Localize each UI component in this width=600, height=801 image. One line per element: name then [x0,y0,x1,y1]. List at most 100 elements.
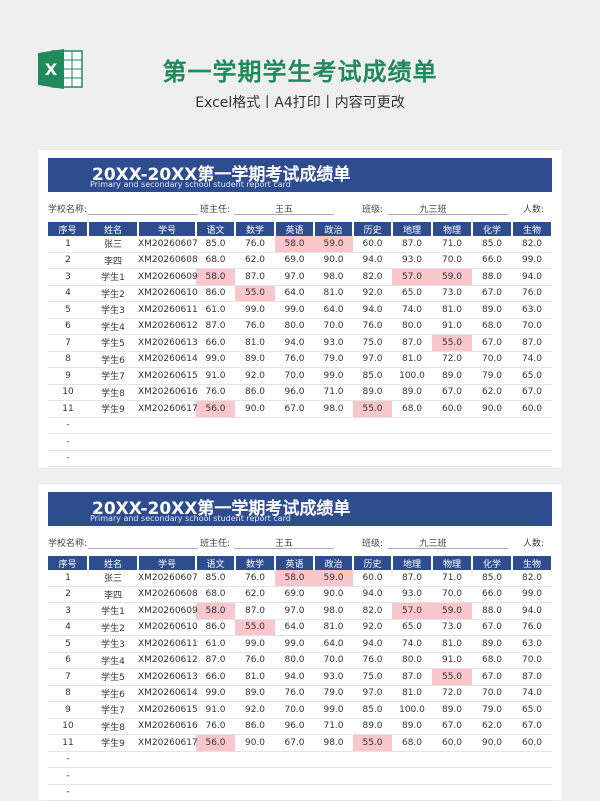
table-cell[interactable]: 89.0 [432,367,472,385]
school-field[interactable] [88,200,198,215]
table-cell[interactable] [196,433,235,451]
table-cell[interactable]: 90.0 [472,400,512,418]
table-cell[interactable]: 76.0 [235,236,275,253]
table-cell[interactable]: 56.0 [196,400,235,418]
table-cell[interactable]: 74.0 [512,685,552,702]
table-cell[interactable]: 81.0 [392,685,432,702]
table-cell[interactable]: 81.0 [235,668,275,686]
table-cell[interactable]: 73.0 [432,285,472,302]
table-cell[interactable]: XM20260615 [138,367,198,385]
table-cell[interactable]: 76.0 [512,285,552,302]
table-cell[interactable] [432,433,472,451]
table-cell[interactable]: 80.0 [392,318,432,335]
table-cell[interactable]: 82.0 [512,570,552,587]
table-cell[interactable]: 63.0 [512,301,552,319]
table-cell[interactable]: 99.0 [314,701,353,719]
table-cell[interactable] [314,784,353,801]
table-cell[interactable]: 87.0 [196,318,235,335]
table-cell[interactable]: 3 [48,602,88,620]
table-cell[interactable]: 99.0 [275,301,314,319]
table-cell[interactable]: 73.0 [432,619,472,636]
table-cell[interactable]: 55.0 [353,400,392,418]
table-cell[interactable]: 李四 [88,586,138,603]
table-cell[interactable]: 8 [48,351,88,368]
table-cell[interactable] [235,450,275,467]
table-cell[interactable]: 88.0 [472,268,512,286]
table-cell[interactable]: 9 [48,701,88,719]
table-cell[interactable]: 61.0 [196,635,235,653]
table-cell[interactable]: 学生4 [88,652,138,669]
table-cell[interactable] [196,417,235,434]
table-cell[interactable]: 97.0 [275,268,314,286]
table-cell[interactable]: 94.0 [353,252,392,269]
table-cell[interactable]: 74.0 [512,351,552,368]
table-cell[interactable]: 99.0 [196,351,235,368]
table-cell[interactable]: 99.0 [512,586,552,603]
table-cell[interactable] [353,450,392,467]
table-cell[interactable] [432,767,472,785]
table-cell[interactable]: 94.0 [353,301,392,319]
table-cell[interactable]: 张三 [88,236,138,253]
table-cell[interactable] [88,417,138,434]
table-cell[interactable]: 67.0 [275,734,314,752]
table-cell[interactable]: 7 [48,668,88,686]
table-cell[interactable] [235,784,275,801]
table-cell[interactable]: 1 [48,236,88,253]
table-cell[interactable]: 57.0 [392,268,432,286]
table-cell[interactable]: 87.0 [392,668,432,686]
table-cell[interactable]: 93.0 [314,334,353,352]
table-cell[interactable] [512,433,552,451]
table-cell[interactable]: XM20260614 [138,351,198,368]
table-cell[interactable]: 87.0 [392,334,432,352]
table-cell[interactable] [353,433,392,451]
table-cell[interactable]: 89.0 [432,701,472,719]
table-cell[interactable]: 60.0 [432,734,472,752]
table-cell[interactable] [353,784,392,801]
table-cell[interactable]: 76.0 [275,351,314,368]
table-cell[interactable]: 67.0 [512,718,552,735]
table-cell[interactable]: 82.0 [353,268,392,286]
table-cell[interactable]: 76.0 [353,652,392,669]
table-cell[interactable]: 90.0 [235,734,275,752]
table-cell[interactable] [472,767,512,785]
table-cell[interactable]: 98.0 [314,602,353,620]
table-cell[interactable]: XM20260614 [138,685,198,702]
table-cell[interactable]: 76.0 [353,318,392,335]
table-cell[interactable]: 10 [48,384,88,401]
table-cell[interactable]: 61.0 [196,301,235,319]
table-cell[interactable]: XM20260615 [138,701,198,719]
table-cell[interactable]: XM20260609 [138,268,198,286]
table-cell[interactable]: 68.0 [392,400,432,418]
table-cell[interactable] [472,751,512,768]
table-cell[interactable]: 79.0 [472,701,512,719]
table-cell[interactable]: 80.0 [275,652,314,669]
table-cell[interactable]: 64.0 [275,619,314,636]
table-cell[interactable]: 94.0 [353,635,392,653]
table-cell[interactable]: 7 [48,334,88,352]
table-cell[interactable]: 59.0 [314,236,353,253]
table-cell[interactable]: 68.0 [472,652,512,669]
table-cell[interactable]: 100.0 [392,367,432,385]
table-cell[interactable]: 97.0 [275,602,314,620]
table-cell[interactable]: 93.0 [314,668,353,686]
table-cell[interactable]: 学生9 [88,734,138,752]
table-cell[interactable]: 86.0 [196,619,235,636]
table-cell[interactable]: 65.0 [392,619,432,636]
table-cell[interactable]: 69.0 [275,252,314,269]
table-cell[interactable]: 81.0 [432,301,472,319]
table-cell[interactable]: 81.0 [314,619,353,636]
table-cell[interactable]: XM20260612 [138,652,198,669]
table-cell[interactable]: 学生5 [88,668,138,686]
table-cell[interactable] [138,784,196,801]
table-cell[interactable] [235,767,275,785]
table-cell[interactable]: 96.0 [275,384,314,401]
table-cell[interactable]: 98.0 [314,734,353,752]
table-cell[interactable]: 99.0 [275,635,314,653]
table-cell[interactable] [353,751,392,768]
table-cell[interactable] [314,751,353,768]
table-cell[interactable]: 62.0 [472,384,512,401]
table-cell[interactable]: 97.0 [353,685,392,702]
table-cell[interactable] [392,417,432,434]
table-cell[interactable]: 87.0 [512,668,552,686]
table-cell[interactable]: 70.0 [275,701,314,719]
